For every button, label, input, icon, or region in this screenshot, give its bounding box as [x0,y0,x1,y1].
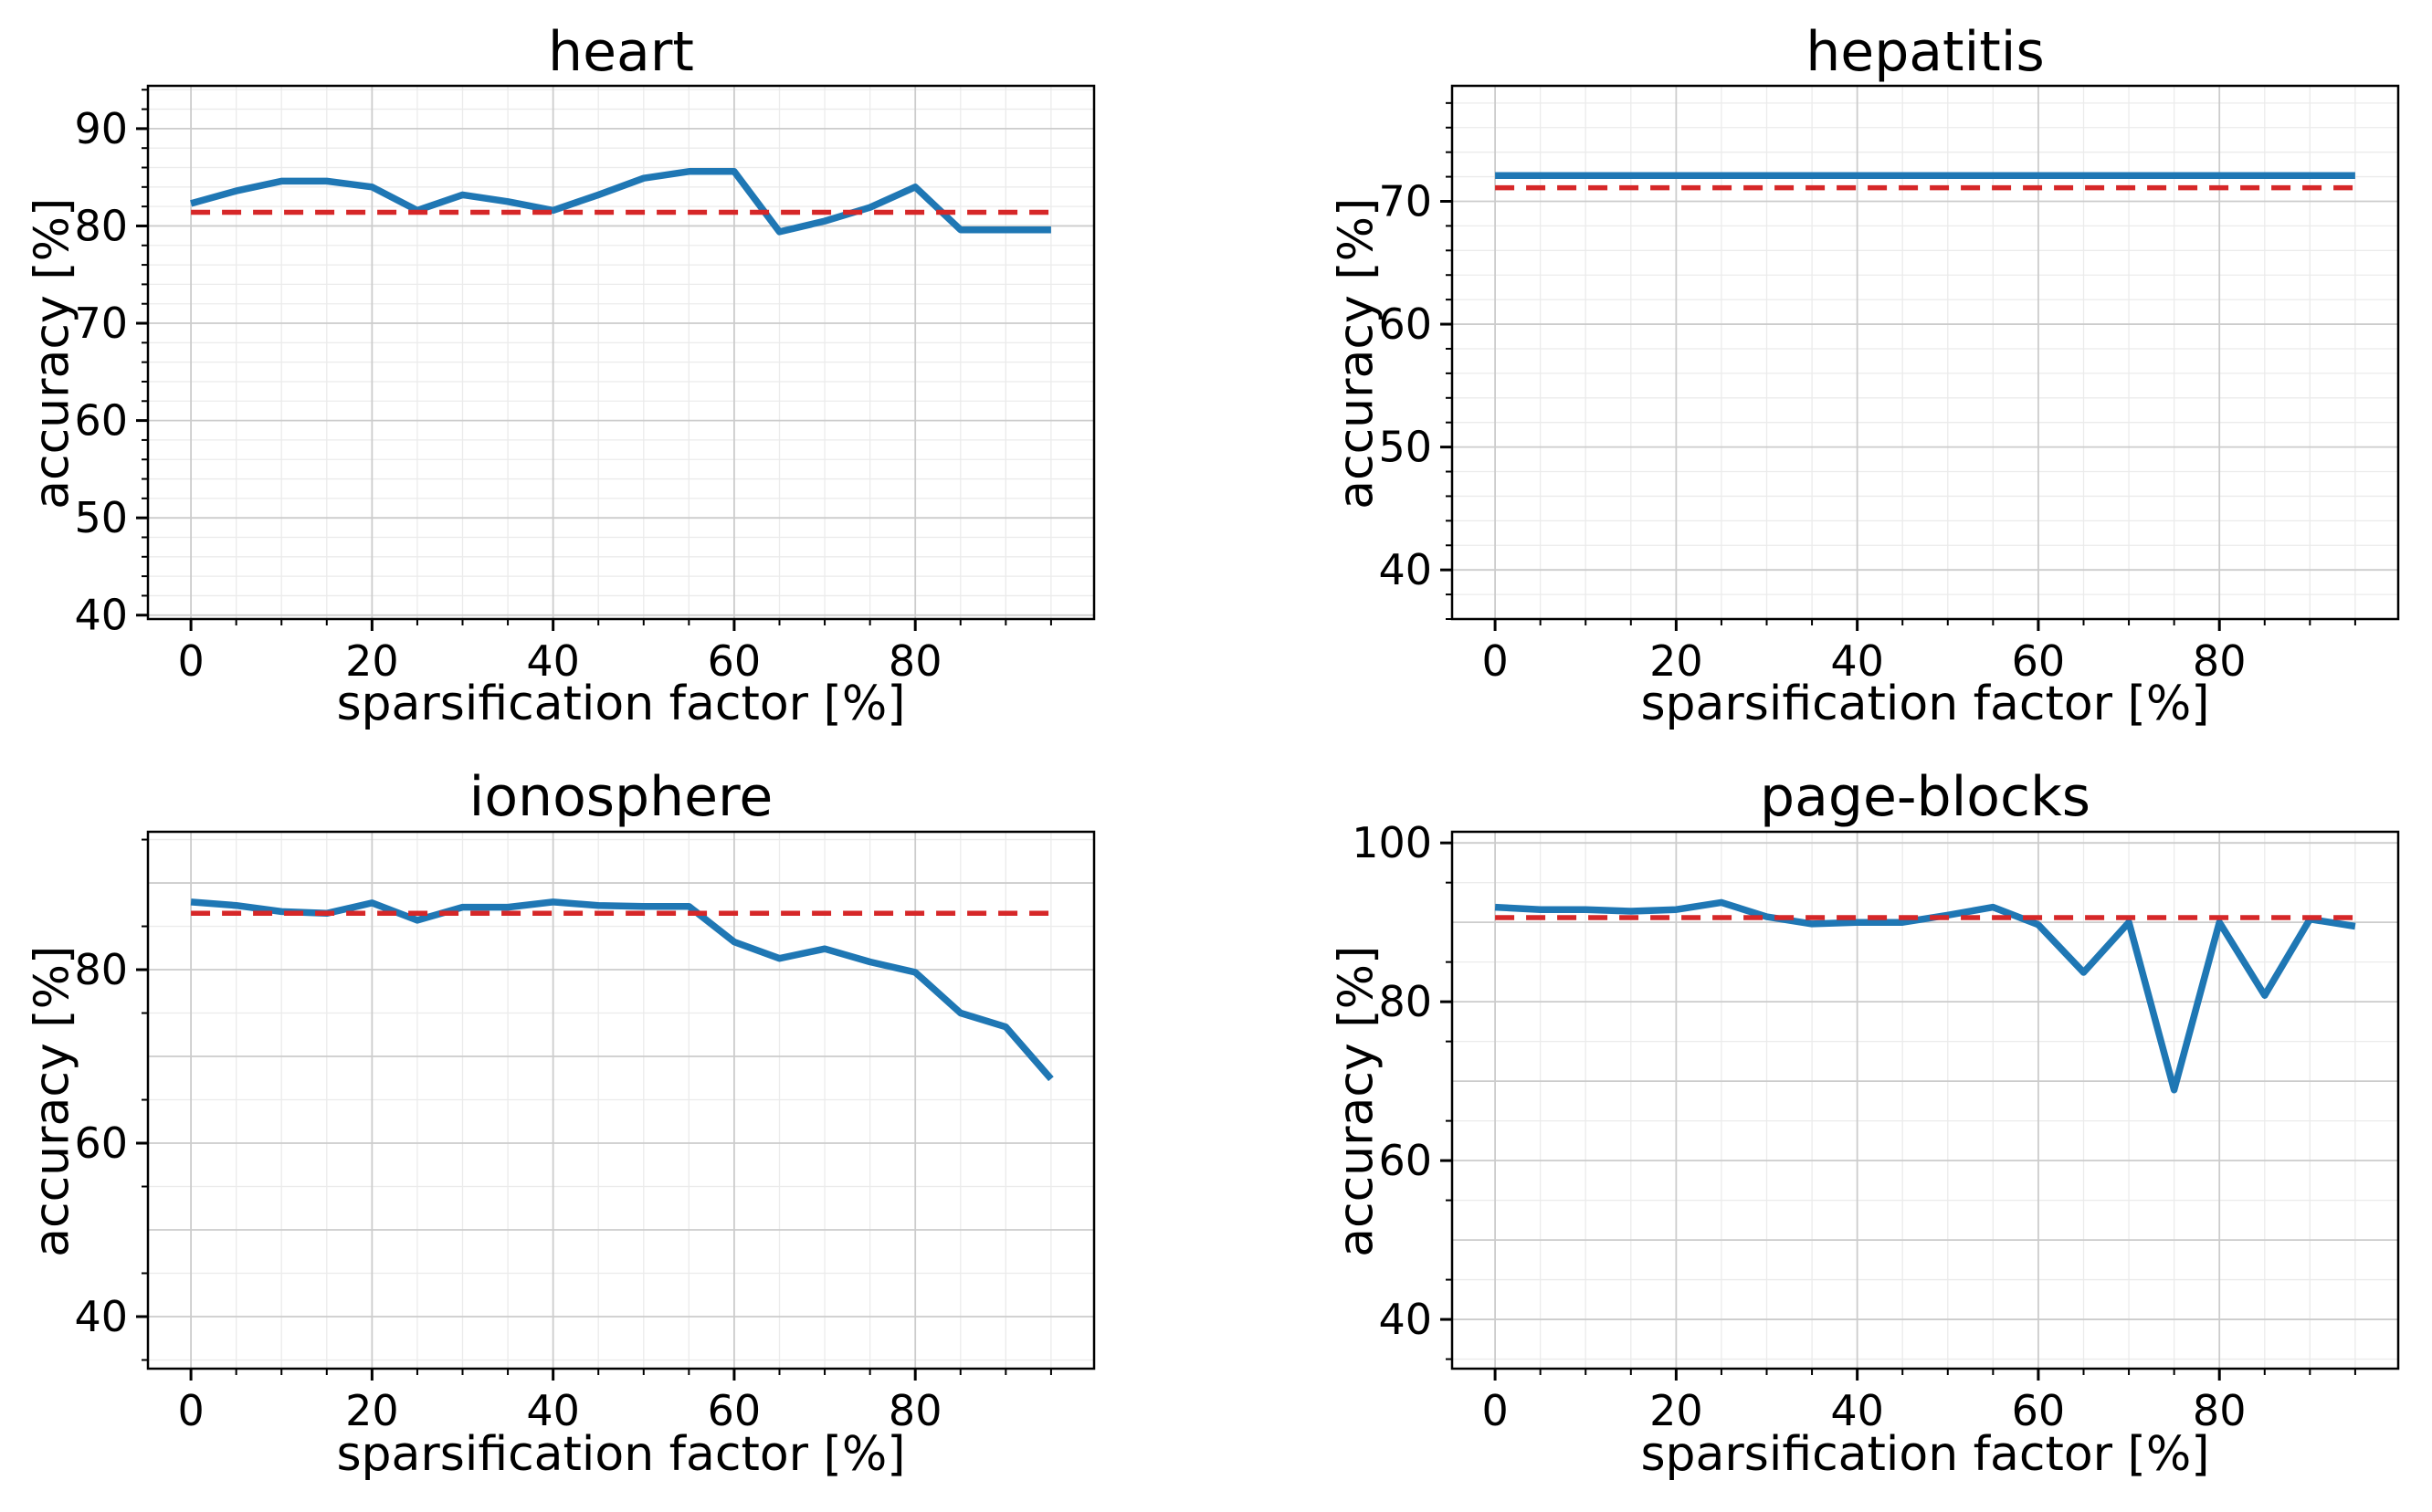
svg-text:80: 80 [74,201,128,250]
y-axis-label: accuracy [%] [1329,197,1384,509]
svg-text:60: 60 [708,1386,762,1435]
svg-text:40: 40 [1830,1386,1884,1435]
svg-text:40: 40 [526,636,580,686]
svg-text:60: 60 [1378,1136,1432,1185]
svg-text:0: 0 [1481,636,1508,686]
svg-text:80: 80 [889,636,942,686]
svg-text:100: 100 [1352,818,1432,867]
svg-text:60: 60 [1378,299,1432,349]
svg-text:50: 50 [74,493,128,542]
svg-text:40: 40 [74,591,128,640]
x-axis-label: sparsification factor [%] [336,677,906,731]
panel-ionosphere: 0 20 40 60 80 40 60 80 ionosphere accuracy [%] … [0,756,1216,1512]
x-axis-label: sparsification factor [%] [1640,1427,2210,1482]
svg-text:70: 70 [1378,176,1432,226]
svg-text:80: 80 [1378,977,1432,1026]
svg-text:80: 80 [74,945,128,994]
svg-text:50: 50 [1378,423,1432,472]
chart-title: page-blocks [1760,765,2090,829]
hepatitis-chart-canvas: 0 20 40 60 80 40 50 60 70 [1378,84,2400,686]
svg-text:80: 80 [889,1386,942,1435]
chart-title: heart [548,20,694,84]
y-axis-label: accuracy [%] [25,197,80,509]
svg-text:40: 40 [1830,636,1884,686]
x-axis-label: sparsification factor [%] [1640,677,2210,731]
svg-text:40: 40 [526,1386,580,1435]
panel-page-blocks: 0 20 40 60 80 40 60 80 100 page-blocks accuracy … [1216,756,2432,1512]
svg-text:40: 40 [1378,545,1432,594]
svg-text:70: 70 [74,299,128,348]
svg-text:40: 40 [74,1292,128,1341]
svg-text:60: 60 [2012,1386,2066,1435]
ionosphere-chart-canvas: 0 20 40 60 80 40 60 80 [74,830,1096,1435]
svg-text:20: 20 [345,1386,399,1435]
page-blocks-chart-canvas: 0 20 40 60 80 40 60 80 100 [1352,818,2400,1435]
svg-text:20: 20 [1649,1386,1703,1435]
svg-text:80: 80 [2193,1386,2247,1435]
chart-title: ionosphere [469,765,774,829]
svg-text:20: 20 [345,636,399,686]
svg-text:40: 40 [1378,1295,1432,1344]
y-axis-label: accuracy [%] [25,945,80,1257]
svg-text:0: 0 [177,636,204,686]
panel-heart: 0 20 40 60 80 40 50 60 70 80 90 heart accuracy [%]… [0,0,1216,756]
svg-text:60: 60 [708,636,762,686]
x-axis-label: sparsification factor [%] [336,1427,906,1482]
chart-title: hepatitis [1806,20,2045,84]
panel-hepatitis: 0 20 40 60 80 40 50 60 70 hepatitis accuracy [%]… [1216,0,2432,756]
svg-text:0: 0 [1481,1386,1508,1435]
svg-text:0: 0 [177,1386,204,1435]
svg-text:80: 80 [2193,636,2247,686]
svg-text:90: 90 [74,104,128,153]
svg-text:60: 60 [74,1118,128,1168]
svg-text:60: 60 [74,396,128,446]
y-axis-label: accuracy [%] [1329,945,1384,1257]
svg-text:60: 60 [2012,636,2066,686]
heart-chart-canvas: 0 20 40 60 80 40 50 60 70 80 90 [74,84,1096,686]
svg-text:20: 20 [1649,636,1703,686]
